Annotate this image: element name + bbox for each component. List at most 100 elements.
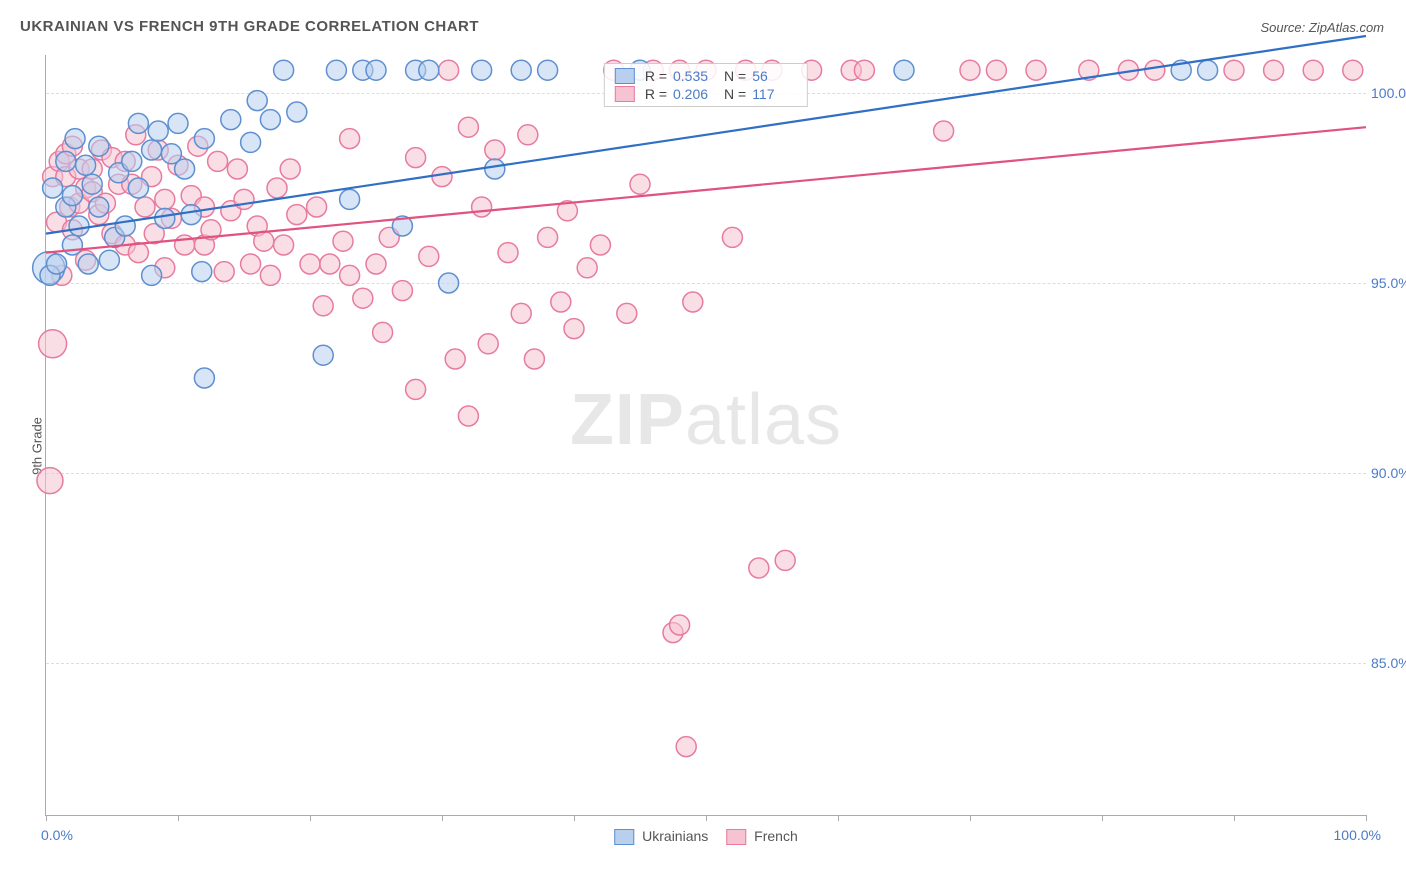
data-point-french (274, 235, 294, 255)
data-point-french (333, 231, 353, 251)
data-point-ukrainians (274, 60, 294, 80)
data-point-ukrainians (194, 129, 214, 149)
data-point-french (722, 227, 742, 247)
x-axis-label-min: 0.0% (41, 827, 73, 843)
data-point-ukrainians (142, 265, 162, 285)
data-point-ukrainians (47, 254, 67, 274)
data-point-french (551, 292, 571, 312)
data-point-ukrainians (128, 178, 148, 198)
y-tick-label: 95.0% (1371, 275, 1406, 291)
data-point-french (458, 117, 478, 137)
swatch-french (615, 86, 635, 102)
data-point-french (1224, 60, 1244, 80)
chart-title: UKRAINIAN VS FRENCH 9TH GRADE CORRELATIO… (20, 18, 479, 35)
data-point-french (373, 322, 393, 342)
data-point-ukrainians (62, 186, 82, 206)
data-point-french (577, 258, 597, 278)
data-point-french (1343, 60, 1363, 80)
data-point-ukrainians (260, 110, 280, 130)
data-point-french (155, 189, 175, 209)
data-point-ukrainians (366, 60, 386, 80)
data-point-french (241, 254, 261, 274)
data-point-ukrainians (241, 132, 261, 152)
data-point-french (564, 319, 584, 339)
legend-item-ukrainians: Ukrainians (614, 828, 708, 845)
data-point-french (670, 615, 690, 635)
data-point-french (518, 125, 538, 145)
data-point-french (986, 60, 1006, 80)
data-point-ukrainians (168, 113, 188, 133)
data-point-french (478, 334, 498, 354)
data-point-french (676, 737, 696, 757)
data-point-ukrainians (148, 121, 168, 141)
data-point-ukrainians (115, 216, 135, 236)
data-point-french (406, 379, 426, 399)
data-point-ukrainians (69, 216, 89, 236)
data-point-french (683, 292, 703, 312)
data-point-ukrainians (65, 129, 85, 149)
y-tick-label: 85.0% (1371, 655, 1406, 671)
data-point-french (37, 468, 63, 494)
data-point-ukrainians (511, 60, 531, 80)
data-point-french (260, 265, 280, 285)
data-point-french (432, 167, 452, 187)
data-point-ukrainians (894, 60, 914, 80)
data-point-french (208, 151, 228, 171)
data-point-ukrainians (221, 110, 241, 130)
data-point-french (227, 159, 247, 179)
data-point-french (934, 121, 954, 141)
data-point-french (340, 265, 360, 285)
data-point-french (511, 303, 531, 323)
data-point-french (1026, 60, 1046, 80)
data-point-french (590, 235, 610, 255)
data-point-ukrainians (192, 262, 212, 282)
data-point-french (340, 129, 360, 149)
data-point-ukrainians (313, 345, 333, 365)
source-attribution: Source: ZipAtlas.com (1260, 20, 1384, 35)
data-point-french (749, 558, 769, 578)
swatch-ukrainians (615, 68, 635, 84)
data-point-ukrainians (99, 250, 119, 270)
data-point-french (254, 231, 274, 251)
data-point-french (307, 197, 327, 217)
data-point-french (234, 189, 254, 209)
data-point-french (1303, 60, 1323, 80)
data-point-french (128, 243, 148, 263)
correlation-row-ukrainians: R =0.535 N =56 (615, 67, 797, 85)
data-point-french (353, 288, 373, 308)
series-legend: Ukrainians French (614, 828, 798, 845)
data-point-french (392, 281, 412, 301)
data-point-ukrainians (538, 60, 558, 80)
data-point-ukrainians (142, 140, 162, 160)
data-point-ukrainians (439, 273, 459, 293)
data-point-ukrainians (287, 102, 307, 122)
data-point-ukrainians (122, 151, 142, 171)
data-point-ukrainians (62, 235, 82, 255)
data-point-ukrainians (89, 136, 109, 156)
data-point-french (287, 205, 307, 225)
correlation-row-french: R =0.206 N =117 (615, 85, 797, 103)
data-point-ukrainians (82, 174, 102, 194)
data-point-ukrainians (419, 60, 439, 80)
y-axis-label: 9th Grade (29, 417, 44, 475)
data-point-ukrainians (128, 113, 148, 133)
data-point-french (214, 262, 234, 282)
data-point-french (960, 60, 980, 80)
data-point-french (538, 227, 558, 247)
data-point-ukrainians (181, 205, 201, 225)
data-point-french (445, 349, 465, 369)
data-point-french (458, 406, 478, 426)
data-point-ukrainians (485, 159, 505, 179)
data-point-french (498, 243, 518, 263)
data-point-french (485, 140, 505, 160)
data-point-ukrainians (56, 151, 76, 171)
data-point-ukrainians (194, 368, 214, 388)
data-point-french (280, 159, 300, 179)
y-tick-label: 90.0% (1371, 465, 1406, 481)
data-point-french (472, 197, 492, 217)
data-point-ukrainians (247, 91, 267, 111)
swatch-ukrainians-icon (614, 829, 634, 845)
data-point-french (366, 254, 386, 274)
data-point-ukrainians (89, 197, 109, 217)
data-point-french (1145, 60, 1165, 80)
